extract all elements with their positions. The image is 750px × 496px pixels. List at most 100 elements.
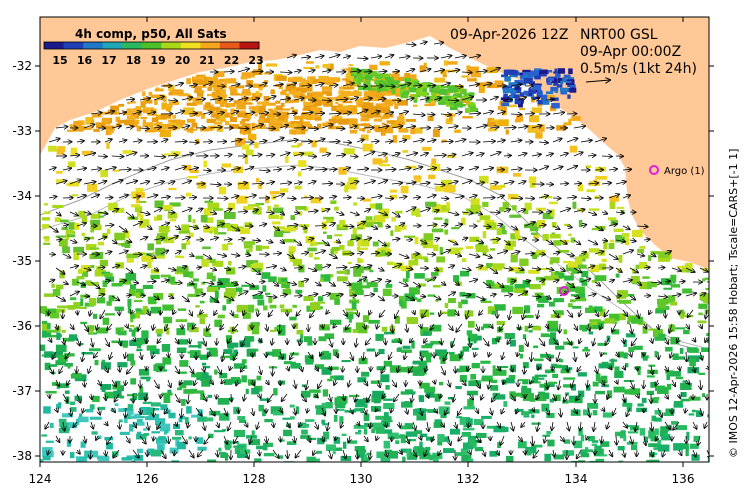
current-vector [327, 421, 329, 431]
sst-pixel [233, 349, 238, 357]
sst-pixel [68, 181, 79, 187]
current-vector [529, 324, 532, 328]
sst-pixel [590, 264, 600, 273]
current-vector [272, 282, 278, 286]
sst-pixel [192, 278, 199, 282]
sst-pixel [431, 272, 439, 276]
sst-pixel-warm [230, 117, 237, 123]
sst-pixel-streak [385, 87, 394, 90]
sst-pixel [158, 445, 163, 452]
current-vector [216, 198, 228, 199]
sst-pixel-warm [236, 103, 246, 110]
sst-pixel [139, 200, 147, 203]
sst-pixel [207, 459, 217, 462]
sst-pixel [347, 241, 354, 246]
sst-pixel [557, 250, 569, 253]
colorbar-swatch [239, 42, 260, 49]
current-vector [454, 254, 461, 256]
current-vector [321, 100, 331, 101]
sst-pixel [383, 398, 393, 401]
sst-pixel [418, 360, 427, 366]
current-vector [510, 226, 517, 230]
sst-pixel [290, 416, 295, 420]
current-vector [355, 393, 357, 402]
sst-pixel [320, 274, 331, 282]
current-vector [48, 168, 56, 171]
current-vector [427, 394, 429, 398]
sst-pixel [665, 370, 674, 374]
current-vector [398, 56, 410, 58]
current-vector [335, 155, 345, 156]
sst-pixel [163, 316, 172, 324]
sst-pixel [578, 428, 583, 436]
current-vector [55, 239, 62, 240]
current-vector [251, 267, 260, 274]
sst-pixel [550, 209, 555, 217]
sst-pixel [431, 393, 442, 398]
sst-pixel [581, 279, 588, 286]
sst-pixel [544, 453, 551, 462]
sst-pixel [680, 309, 685, 315]
sst-pixel-cold [501, 74, 508, 78]
sst-pixel [595, 166, 606, 172]
sst-pixel [497, 106, 504, 111]
sst-pixel [256, 177, 260, 183]
current-vector [286, 198, 296, 199]
sst-pixel [96, 297, 105, 304]
sst-pixel-warm [228, 113, 235, 117]
sst-pixel [492, 365, 496, 369]
sst-pixel [106, 228, 111, 234]
argo-float-marker-2[interactable] [559, 286, 569, 296]
sst-pixel [433, 422, 443, 428]
sst-pixel [653, 397, 660, 400]
current-vector [280, 435, 281, 442]
current-vector [77, 450, 80, 454]
current-vector [454, 86, 463, 87]
current-vector [553, 449, 554, 457]
current-vector [441, 337, 442, 345]
sst-pixel-warm [154, 88, 164, 92]
sst-pixel [258, 61, 262, 70]
sst-pixel [466, 65, 471, 74]
sst-pixel [136, 418, 143, 422]
sst-pixel [253, 262, 264, 271]
sst-pixel [402, 135, 411, 140]
sst-pixel [260, 245, 270, 249]
sst-pixel-warm [224, 120, 230, 126]
current-vector [118, 140, 127, 142]
current-vector [503, 294, 512, 296]
sst-pixel [571, 116, 581, 121]
sst-pixel-warm [263, 118, 269, 122]
sst-pixel [322, 389, 328, 397]
current-vector [489, 152, 501, 157]
current-vector [209, 127, 222, 128]
current-vector [482, 226, 491, 227]
sst-pixel [245, 388, 249, 394]
sst-pixel-streak [377, 86, 381, 93]
sst-pixel [138, 392, 149, 401]
current-vector [482, 168, 493, 170]
current-vector [448, 435, 451, 445]
current-vector [188, 226, 198, 228]
argo-float-marker[interactable] [649, 165, 659, 175]
current-vector [321, 154, 330, 156]
sst-pixel [553, 240, 562, 246]
current-vector [538, 142, 548, 143]
current-vector [670, 351, 672, 358]
sst-pixel [650, 438, 659, 442]
sst-pixel [502, 201, 509, 210]
sst-pixel-warm [314, 100, 322, 105]
sst-pixel [480, 360, 491, 364]
sst-pixel-warm [321, 100, 327, 103]
colorbar-tick-label: 23 [248, 54, 263, 67]
sst-pixel [468, 458, 474, 462]
current-vector [160, 139, 168, 142]
sst-pixel-warm [391, 101, 396, 105]
sst-pixel [67, 364, 71, 369]
sst-pixel-warm [209, 125, 213, 131]
sst-pixel-warm [205, 102, 211, 108]
sst-pixel [262, 442, 268, 451]
current-vector [221, 380, 224, 384]
sst-pixel-warm [288, 99, 299, 103]
sst-pixel [504, 245, 514, 251]
